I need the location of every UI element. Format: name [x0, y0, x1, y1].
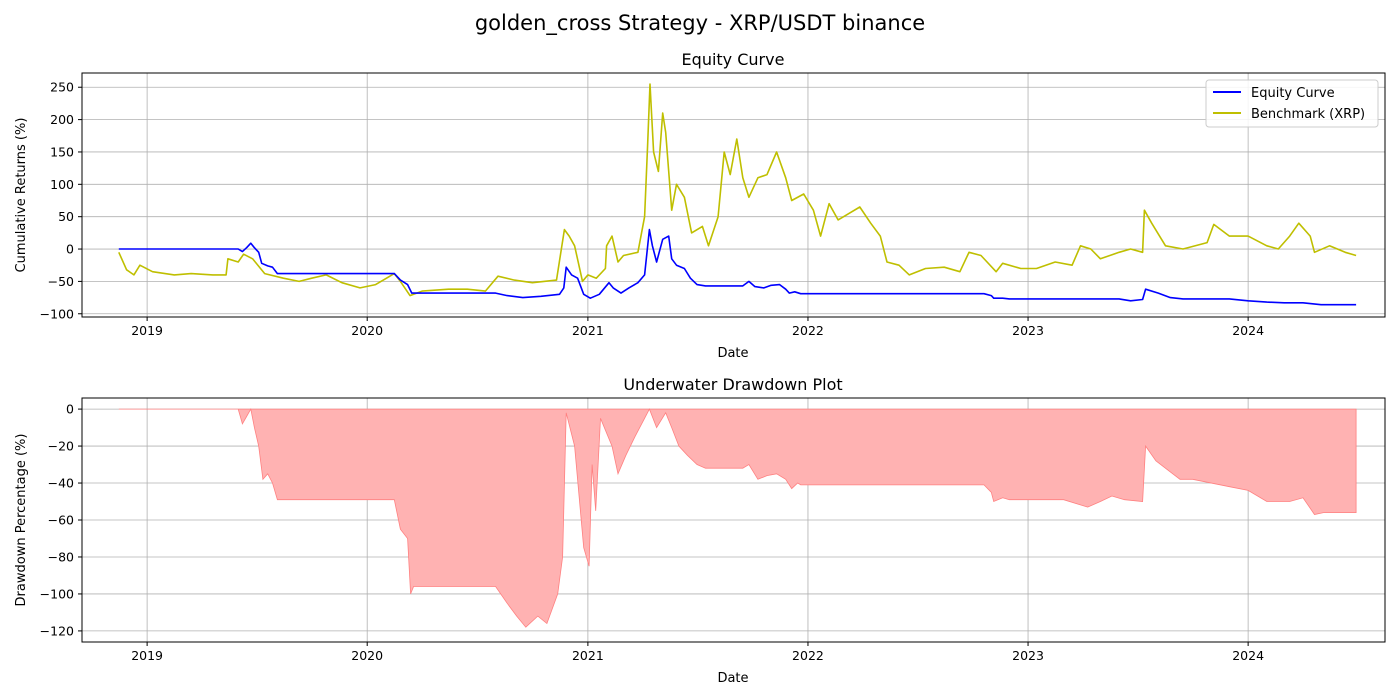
equity-curve-panel: Equity Curve 2019 2020 2021 2022 2023 2024 −10… [14, 50, 1386, 361]
drawdown-x-axis-label: Date [717, 671, 748, 686]
series-line-benchmark-xrp [118, 83, 1357, 297]
legend: Equity Curve Benchmark (XRP) [1205, 79, 1379, 128]
y-tick-label: 200 [50, 112, 74, 127]
x-tick-label: 2023 [1012, 323, 1044, 338]
x-tick-label: 2024 [1232, 323, 1264, 338]
x-tick-label: 2021 [572, 648, 604, 663]
figure-suptitle: golden_cross Strategy - XRP/USDT binance [475, 11, 925, 36]
y-tick-label: 100 [50, 177, 74, 192]
y-tick-label: −80 [48, 549, 74, 564]
y-tick-label: 250 [50, 80, 74, 95]
y-tick-label: −120 [40, 623, 74, 638]
x-tick-label: 2020 [351, 648, 383, 663]
equity-axes-frame [81, 72, 1386, 318]
x-tick-label: 2022 [792, 323, 824, 338]
x-tick-label: 2022 [792, 648, 824, 663]
y-tick-label: −40 [48, 476, 74, 491]
y-tick-label: −60 [48, 513, 74, 528]
equity-series-group [118, 83, 1357, 306]
y-tick-label: −100 [40, 306, 74, 321]
y-tick-label: −20 [48, 439, 74, 454]
y-tick-label: 150 [50, 144, 74, 159]
x-tick-label: 2020 [351, 323, 383, 338]
legend-label-benchmark: Benchmark (XRP) [1251, 107, 1365, 122]
equity-grid [82, 73, 1385, 317]
y-tick-label: 0 [66, 242, 74, 257]
y-tick-label: 50 [58, 209, 74, 224]
drawdown-series-group [118, 407, 1357, 628]
equity-ticks: 2019 2020 2021 2022 2023 2024 −100 −50 0 50 100 150… [40, 80, 1264, 338]
x-tick-label: 2021 [572, 323, 604, 338]
x-tick-label: 2024 [1232, 648, 1264, 663]
equity-y-axis-label: Cumulative Returns (%) [14, 118, 29, 273]
x-tick-label: 2019 [131, 323, 163, 338]
drawdown-ticks: 2019 2020 2021 2022 2023 2024 −120 −100 −80 −60 −4… [40, 402, 1264, 663]
legend-label-equity: Equity Curve [1251, 86, 1335, 101]
series-line-equity-curve [118, 228, 1357, 306]
y-tick-label: −100 [40, 586, 74, 601]
x-tick-label: 2023 [1012, 648, 1044, 663]
legend-box [1205, 79, 1379, 128]
drawdown-y-axis-label: Drawdown Percentage (%) [14, 434, 29, 607]
equity-chart-title: Equity Curve [682, 50, 785, 69]
x-tick-label: 2019 [131, 648, 163, 663]
y-tick-label: 0 [66, 402, 74, 417]
y-tick-label: −50 [48, 274, 74, 289]
drawdown-chart-title: Underwater Drawdown Plot [623, 375, 842, 394]
drawdown-area [118, 407, 1357, 628]
equity-x-axis-label: Date [717, 346, 748, 361]
drawdown-panel: Underwater Drawdown Plot 2019 2020 2021 202… [14, 375, 1386, 686]
